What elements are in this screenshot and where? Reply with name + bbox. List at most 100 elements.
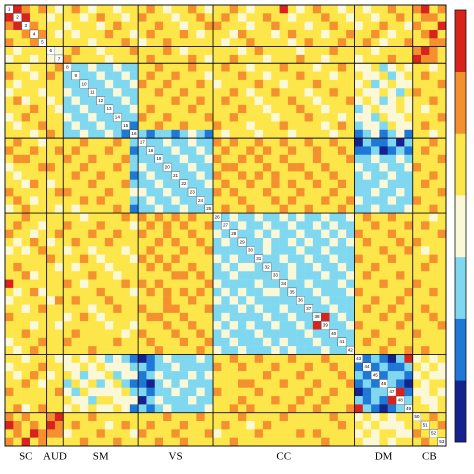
heatmap-cell bbox=[246, 163, 255, 172]
heatmap-cell bbox=[196, 437, 205, 447]
heatmap-cell bbox=[138, 312, 147, 322]
heatmap-cell bbox=[279, 13, 289, 22]
heatmap-cell bbox=[437, 5, 447, 14]
heatmap-cell bbox=[13, 221, 22, 230]
heatmap-cell bbox=[113, 287, 122, 297]
heatmap-cell bbox=[279, 387, 289, 397]
heatmap-cell bbox=[421, 54, 430, 64]
heatmap-cell bbox=[71, 104, 81, 114]
heatmap-cell bbox=[304, 262, 314, 272]
heatmap-cell bbox=[254, 237, 264, 247]
heatmap-cell bbox=[329, 188, 339, 197]
heatmap-cell bbox=[79, 188, 89, 197]
heatmap-cell bbox=[21, 429, 31, 438]
heatmap-cell bbox=[121, 271, 131, 280]
heatmap-cell bbox=[429, 387, 438, 397]
heatmap-cell bbox=[154, 179, 164, 189]
diagonal-label: 33 bbox=[273, 273, 279, 278]
heatmap-cell bbox=[29, 371, 39, 380]
heatmap-cell bbox=[179, 379, 189, 388]
heatmap-cell bbox=[254, 88, 264, 97]
heatmap-cell bbox=[88, 421, 97, 430]
group-label: DM bbox=[375, 451, 393, 463]
heatmap-cell bbox=[113, 204, 122, 214]
heatmap-cell bbox=[46, 154, 56, 164]
heatmap-cell bbox=[129, 287, 139, 297]
heatmap-cell bbox=[229, 437, 239, 447]
diagonal-label: 42 bbox=[348, 348, 354, 353]
heatmap-cell bbox=[188, 387, 197, 397]
heatmap-cell bbox=[154, 204, 164, 214]
heatmap-cell bbox=[246, 437, 255, 447]
heatmap-cell bbox=[104, 21, 114, 31]
heatmap-cell bbox=[138, 304, 147, 314]
heatmap-cell bbox=[221, 179, 230, 189]
heatmap-cell bbox=[371, 221, 380, 230]
group-label: SM bbox=[93, 451, 109, 463]
heatmap-cell bbox=[21, 54, 31, 64]
heatmap-cell bbox=[346, 262, 355, 272]
diagonal-label: 32 bbox=[265, 264, 271, 269]
heatmap-cell bbox=[304, 46, 314, 56]
heatmap-cell bbox=[13, 104, 22, 114]
heatmap-cell bbox=[29, 346, 39, 355]
heatmap-cell bbox=[21, 346, 31, 355]
heatmap-cell bbox=[404, 38, 413, 47]
heatmap-cell bbox=[171, 379, 180, 388]
heatmap-cell bbox=[29, 146, 39, 155]
heatmap-cell bbox=[63, 38, 72, 47]
heatmap-cell bbox=[5, 287, 14, 297]
heatmap-cell bbox=[404, 429, 413, 438]
heatmap-cell bbox=[129, 329, 139, 339]
heatmap-cell bbox=[88, 188, 97, 197]
heatmap-cell bbox=[129, 188, 139, 197]
heatmap-cell bbox=[346, 387, 355, 397]
heatmap-cell bbox=[5, 221, 14, 230]
heatmap-cell bbox=[138, 129, 147, 139]
heatmap-cell bbox=[104, 271, 114, 280]
heatmap-cell bbox=[287, 54, 297, 64]
heatmap-cell bbox=[362, 337, 372, 347]
diagonal-label: 16 bbox=[131, 131, 137, 136]
heatmap-cell bbox=[79, 229, 89, 239]
heatmap-cell bbox=[13, 138, 22, 147]
heatmap-cell bbox=[229, 163, 239, 172]
heatmap-cell bbox=[346, 371, 355, 380]
heatmap-cell bbox=[312, 254, 322, 264]
heatmap-cell bbox=[54, 46, 64, 56]
heatmap-cell bbox=[79, 237, 89, 247]
heatmap-cell bbox=[337, 421, 347, 430]
heatmap-cell bbox=[229, 146, 239, 155]
heatmap-cell bbox=[13, 321, 22, 330]
heatmap-cell bbox=[246, 429, 255, 438]
heatmap-cell bbox=[312, 237, 322, 247]
heatmap-cell bbox=[329, 138, 339, 147]
heatmap-cell bbox=[396, 262, 405, 272]
heatmap-cell bbox=[29, 79, 39, 89]
heatmap-cell bbox=[204, 79, 214, 89]
heatmap-cell bbox=[146, 13, 155, 22]
heatmap-cell bbox=[179, 354, 189, 363]
heatmap-cell bbox=[437, 246, 447, 255]
heatmap-cell bbox=[188, 163, 197, 172]
heatmap-cell bbox=[312, 171, 322, 180]
heatmap-cell bbox=[196, 88, 205, 97]
heatmap-cell bbox=[21, 5, 31, 14]
heatmap-cell bbox=[337, 46, 347, 56]
heatmap-cell bbox=[421, 129, 430, 139]
heatmap-cell bbox=[146, 171, 155, 180]
heatmap-cell bbox=[113, 171, 122, 180]
heatmap-cell bbox=[129, 296, 139, 305]
heatmap-cell bbox=[387, 429, 397, 438]
heatmap-cell bbox=[38, 221, 47, 230]
heatmap-cell bbox=[237, 5, 247, 14]
heatmap-cell bbox=[138, 254, 147, 264]
heatmap-cell bbox=[354, 38, 363, 47]
heatmap-cell bbox=[246, 271, 255, 280]
heatmap-cell bbox=[296, 312, 305, 322]
heatmap-cell bbox=[237, 412, 247, 422]
heatmap-cell bbox=[96, 254, 106, 264]
heatmap-cell bbox=[63, 379, 72, 388]
heatmap-cell bbox=[71, 271, 81, 280]
heatmap-cell bbox=[262, 221, 272, 230]
